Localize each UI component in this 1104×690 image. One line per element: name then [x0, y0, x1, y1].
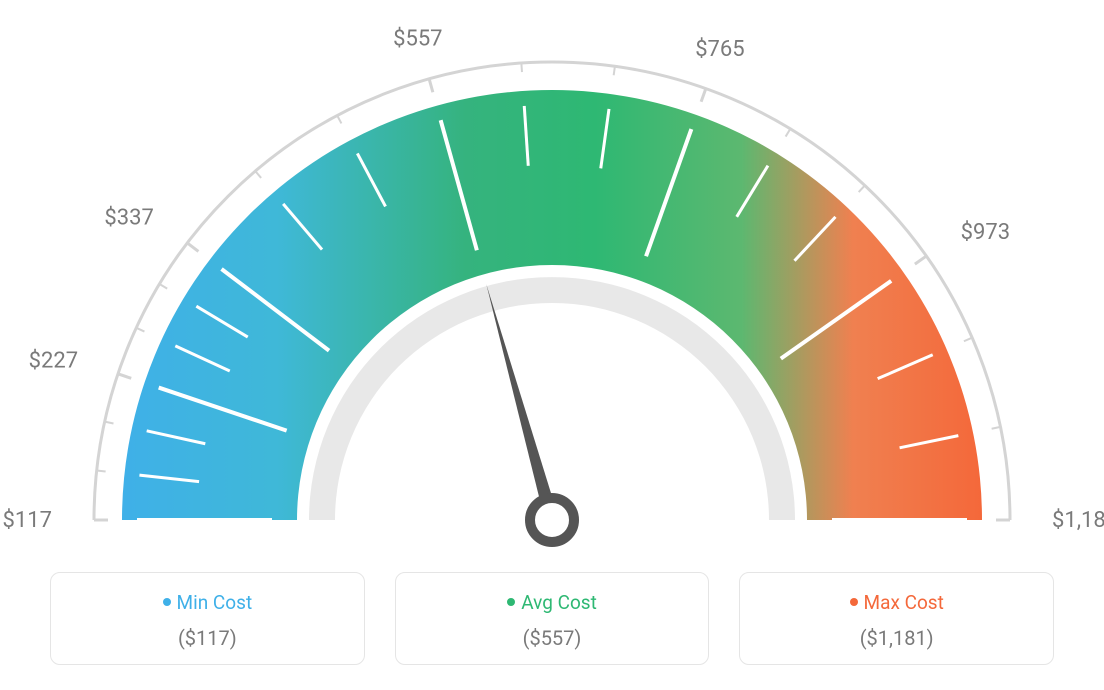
tick-label: $337 — [104, 206, 153, 231]
outer-minor-tick — [337, 115, 341, 123]
gauge-group: $117 $227 $337 $557 $765 $973 $1,181 — [3, 26, 1104, 542]
legend-label-avg: Avg Cost — [521, 591, 597, 614]
legend-card-min: Min Cost ($117) — [50, 572, 365, 665]
legend-value-max: ($1,181) — [750, 626, 1043, 650]
outer-minor-tick — [97, 471, 106, 472]
dot-icon-avg — [507, 598, 515, 606]
tick-label: $973 — [961, 220, 1010, 245]
legend-card-avg: Avg Cost ($557) — [395, 572, 710, 665]
gauge-area: $117 $227 $337 $557 $765 $973 $1,181 — [0, 0, 1104, 560]
tick-label: $557 — [393, 26, 442, 51]
outer-major-tick — [187, 243, 198, 251]
outer-minor-tick — [255, 171, 261, 178]
outer-minor-tick — [521, 63, 522, 72]
tick-label: $765 — [695, 37, 744, 62]
needle — [486, 284, 558, 522]
legend-label-max: Max Cost — [864, 591, 944, 614]
chart-container: $117 $227 $337 $557 $765 $973 $1,181 Min Cost … — [0, 0, 1104, 690]
outer-major-tick — [915, 256, 926, 264]
dot-icon-max — [850, 598, 858, 606]
outer-minor-tick — [136, 328, 144, 332]
legend-title-min: Min Cost — [61, 591, 354, 614]
outer-major-tick — [118, 374, 131, 378]
outer-minor-tick — [786, 129, 791, 137]
needle-hub — [530, 498, 574, 542]
legend-value-avg: ($557) — [406, 626, 699, 650]
tick-label: $227 — [29, 348, 78, 373]
outer-minor-tick — [992, 427, 1001, 429]
legend-value-min: ($117) — [61, 626, 354, 650]
outer-minor-tick — [614, 66, 615, 75]
legend-title-avg: Avg Cost — [406, 591, 699, 614]
dot-icon-min — [163, 598, 171, 606]
legend-row: Min Cost ($117) Avg Cost ($557) Max Cost… — [0, 572, 1104, 665]
tick-label: $117 — [3, 508, 52, 533]
outer-major-tick — [701, 89, 706, 102]
legend-title-max: Max Cost — [750, 591, 1043, 614]
outer-minor-tick — [964, 338, 972, 342]
outer-minor-tick — [159, 284, 167, 289]
legend-card-max: Max Cost ($1,181) — [739, 572, 1054, 665]
outer-major-tick — [429, 79, 433, 92]
tick-label: $1,181 — [1052, 508, 1104, 533]
gauge-svg: $117 $227 $337 $557 $765 $973 $1,181 — [0, 0, 1104, 560]
gauge-arc — [122, 90, 982, 520]
outer-minor-tick — [105, 422, 114, 424]
legend-label-min: Min Cost — [177, 591, 253, 614]
outer-minor-tick — [859, 185, 865, 192]
